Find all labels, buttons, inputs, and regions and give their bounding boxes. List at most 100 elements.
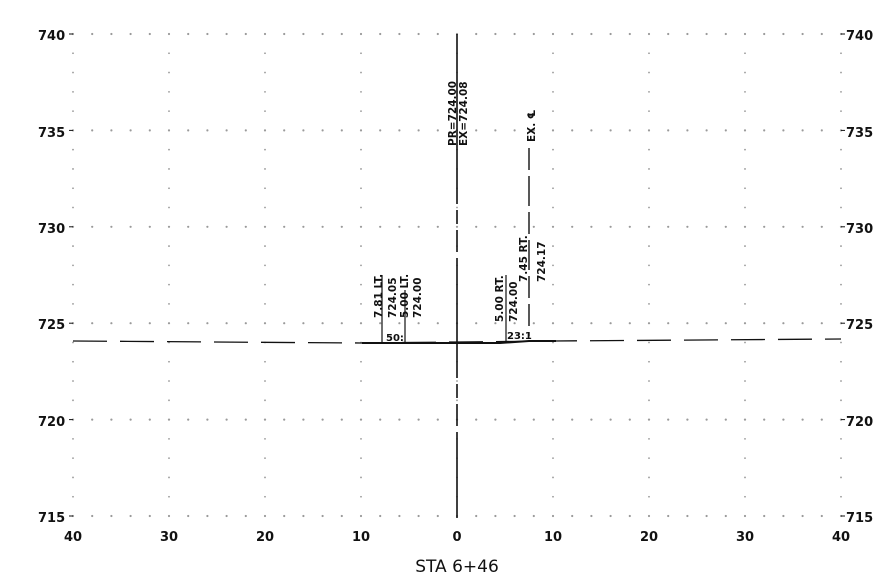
grid-dot bbox=[360, 283, 362, 286]
grid-dot bbox=[744, 495, 746, 498]
x-tick-label: 10 bbox=[352, 530, 370, 545]
grid-dot bbox=[417, 32, 420, 36]
grid-dot bbox=[264, 264, 266, 267]
grid-dot bbox=[168, 71, 170, 74]
grid-dot bbox=[72, 380, 74, 382]
grid-dot bbox=[72, 437, 74, 440]
grid-dot bbox=[475, 322, 478, 325]
grid-dot bbox=[552, 399, 554, 402]
grid-dot bbox=[744, 476, 746, 479]
grid-dot bbox=[840, 457, 842, 460]
grid-dot bbox=[264, 360, 266, 363]
grid-dot bbox=[494, 32, 497, 36]
grid-dot bbox=[302, 418, 305, 421]
grid-dot bbox=[187, 514, 190, 518]
grid-dot bbox=[360, 380, 362, 382]
grid-dot bbox=[840, 341, 842, 344]
grid-dot bbox=[648, 341, 650, 344]
grid-dot bbox=[552, 495, 554, 498]
grid-dot bbox=[840, 110, 842, 113]
grid-dot bbox=[263, 32, 267, 36]
grid-dot bbox=[206, 418, 209, 421]
grid-dot bbox=[552, 168, 554, 170]
grid-dot bbox=[359, 129, 363, 132]
grid-dot bbox=[820, 322, 823, 325]
grid-dot bbox=[724, 322, 727, 325]
grid-dot bbox=[91, 129, 94, 132]
grid-dot bbox=[744, 187, 746, 190]
grid-dot bbox=[609, 322, 612, 325]
grid-dot bbox=[360, 476, 362, 479]
grid-dot bbox=[801, 514, 804, 518]
grid-dot bbox=[763, 225, 766, 228]
grid-dot bbox=[724, 32, 727, 36]
grid-dot bbox=[168, 495, 170, 498]
grid-dot bbox=[494, 514, 497, 518]
grid-dot bbox=[168, 264, 170, 267]
grid-dot bbox=[744, 245, 746, 247]
grid-dot bbox=[436, 225, 439, 228]
grid-dot bbox=[820, 225, 823, 228]
grid-dot bbox=[763, 32, 766, 36]
x-tick-label: 20 bbox=[640, 530, 658, 545]
grid-dot bbox=[244, 418, 247, 421]
grid-dot bbox=[129, 418, 132, 421]
grid-dot bbox=[72, 399, 74, 402]
grid-dot bbox=[360, 457, 362, 460]
y-tick-label: 730 bbox=[846, 222, 873, 237]
grid-dot bbox=[72, 187, 74, 190]
y-tick-label: 725 bbox=[38, 318, 65, 333]
grid-dot bbox=[648, 52, 650, 55]
grid-dot bbox=[552, 437, 554, 440]
grid-dot bbox=[340, 32, 343, 36]
grid-dot bbox=[110, 418, 113, 421]
grid-dot bbox=[840, 437, 842, 440]
annotation-7-45-rt-elev: 724.17 bbox=[536, 241, 548, 282]
grid-dot bbox=[648, 380, 650, 382]
grid-dot bbox=[648, 360, 650, 363]
grid-dot bbox=[763, 129, 766, 132]
grid-dot bbox=[494, 322, 497, 325]
grid-dot bbox=[187, 322, 190, 325]
grid-dot bbox=[379, 32, 382, 36]
grid-dot bbox=[840, 380, 842, 382]
grid-dot bbox=[763, 418, 766, 421]
grid-dot bbox=[263, 129, 267, 132]
grid-dot bbox=[72, 110, 74, 113]
grid-dot bbox=[359, 514, 363, 518]
grid-dot bbox=[648, 206, 650, 209]
grid-dot bbox=[283, 129, 286, 132]
grid-dot bbox=[840, 168, 842, 170]
grid-dot bbox=[72, 360, 74, 363]
grid-dot bbox=[532, 418, 535, 421]
grid-dot bbox=[187, 129, 190, 132]
grid-dot bbox=[724, 418, 727, 421]
grid-dot bbox=[743, 129, 747, 132]
grid-dot bbox=[110, 32, 113, 36]
grid-dot bbox=[110, 322, 113, 325]
grid-dot bbox=[360, 90, 362, 93]
grid-dot bbox=[398, 322, 401, 325]
slope-label-left: 50: bbox=[386, 333, 404, 344]
grid-dot bbox=[72, 52, 74, 55]
grid-dot bbox=[840, 245, 842, 247]
grid-dot bbox=[225, 225, 228, 228]
grid-dot bbox=[340, 129, 343, 132]
grid-dot bbox=[455, 225, 459, 228]
grid-dot bbox=[360, 52, 362, 55]
grid-dot bbox=[667, 322, 670, 325]
grid-dot bbox=[72, 206, 74, 209]
grid-dot bbox=[475, 129, 478, 132]
grid-dot bbox=[840, 360, 842, 363]
grid-dot bbox=[206, 225, 209, 228]
grid-dot bbox=[667, 129, 670, 132]
grid-dot bbox=[820, 514, 823, 518]
grid-dot bbox=[705, 514, 708, 518]
grid-dot bbox=[283, 322, 286, 325]
grid-dot bbox=[628, 514, 631, 518]
grid-dot bbox=[359, 418, 363, 421]
proposed-section-line bbox=[362, 340, 556, 344]
grid-dot bbox=[571, 322, 574, 325]
x-tick-label: 10 bbox=[544, 530, 562, 545]
grid-dot bbox=[264, 457, 266, 460]
